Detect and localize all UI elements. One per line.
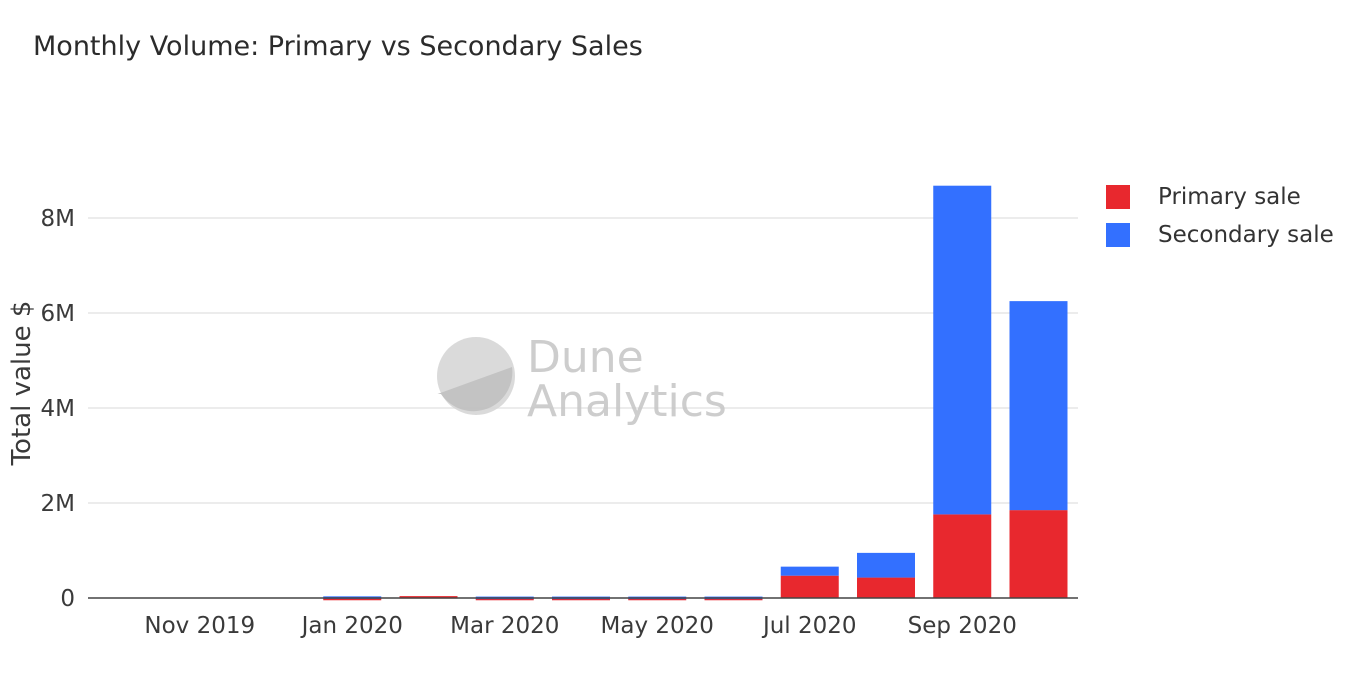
x-tick-label: Jul 2020 (761, 613, 857, 639)
legend-swatch-primary (1106, 185, 1130, 209)
gridlines (88, 217, 1078, 504)
watermark: Dune Analytics (437, 332, 727, 427)
legend: Primary sale Secondary sale (1106, 178, 1334, 254)
bar-primary-2020-08[interactable] (857, 577, 915, 598)
x-tick-label: Nov 2019 (144, 613, 255, 639)
bar-secondary-2020-07[interactable] (780, 566, 839, 576)
legend-label-primary: Primary sale (1158, 184, 1301, 210)
legend-swatch-secondary (1106, 223, 1130, 247)
y-axis-label: Total value $ (7, 301, 37, 467)
chart-title: Monthly Volume: Primary vs Secondary Sal… (33, 31, 643, 62)
x-tick-labels: Nov 2019 Jan 2020 Mar 2020 May 2020 Jul 2020… (144, 613, 1016, 639)
bar-secondary-2020-08[interactable] (857, 552, 915, 578)
watermark-line2: Analytics (527, 376, 727, 427)
y-tick-label: 0 (60, 586, 75, 612)
bar-secondary-2020-10[interactable] (1009, 301, 1068, 511)
legend-item-primary[interactable]: Primary sale (1106, 178, 1334, 216)
legend-label-secondary: Secondary sale (1158, 222, 1334, 248)
x-tick-label: Jan 2020 (300, 613, 403, 639)
y-tick-label: 6M (41, 301, 75, 327)
bar-primary-2020-10[interactable] (1009, 510, 1068, 598)
bar-primary-2020-01[interactable] (323, 597, 382, 601)
y-tick-label: 2M (41, 491, 75, 517)
bar-secondary-2020-09[interactable] (933, 185, 992, 515)
bars (323, 185, 1068, 601)
y-tick-labels: 0 2M 4M 6M 8M (41, 206, 75, 612)
watermark-line1: Dune (527, 332, 644, 383)
watermark-logo-shade (437, 367, 513, 412)
x-tick-label: Sep 2020 (908, 613, 1017, 639)
y-tick-label: 8M (41, 206, 75, 232)
bar-primary-2020-07[interactable] (780, 575, 839, 598)
bar-primary-2020-09[interactable] (933, 514, 992, 598)
y-tick-label: 4M (41, 396, 75, 422)
legend-item-secondary[interactable]: Secondary sale (1106, 216, 1334, 254)
x-tick-label: Mar 2020 (450, 613, 559, 639)
x-tick-label: May 2020 (601, 613, 714, 639)
